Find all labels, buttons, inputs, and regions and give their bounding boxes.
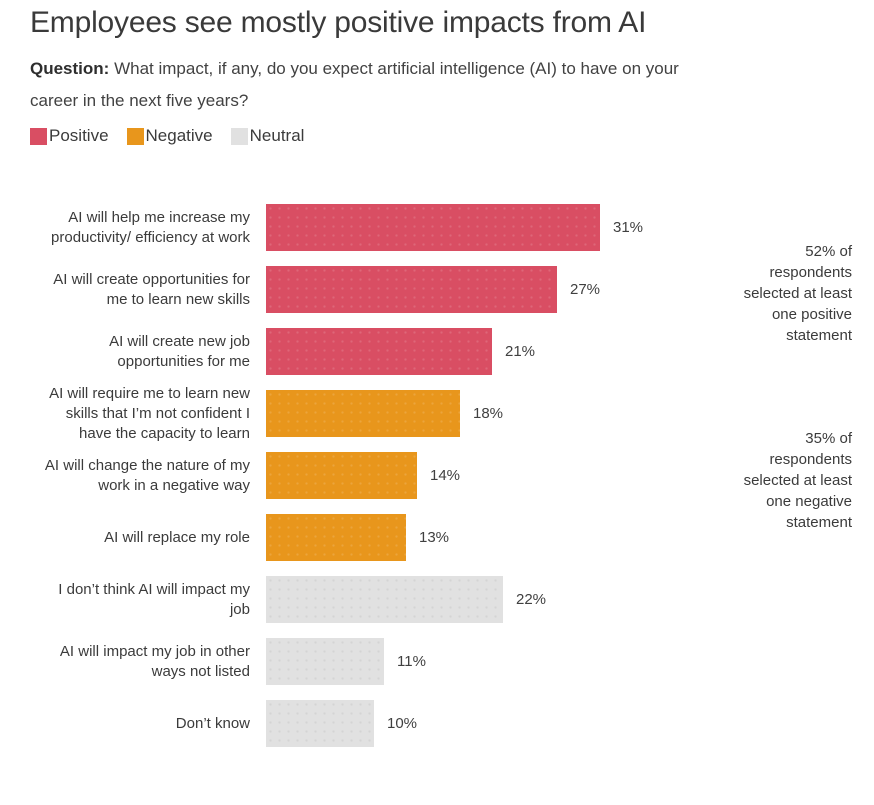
bar-negative: [266, 390, 460, 437]
bar-neutral: [266, 576, 503, 623]
bar-positive: [266, 204, 600, 251]
bar-negative: [266, 514, 406, 561]
bar-value-label: 31%: [613, 219, 644, 236]
bar-row: AI will require me to learn new skills t…: [0, 385, 874, 442]
legend-item-negative: Negative: [126, 126, 213, 146]
bar-value-label: 13%: [419, 529, 450, 546]
negative-swatch-icon: [126, 127, 144, 145]
neutral-swatch-icon: [230, 127, 248, 145]
legend-label: Negative: [145, 126, 213, 145]
bar-row: AI will replace my role 13%: [0, 514, 874, 561]
bar-value-label: 14%: [430, 467, 461, 484]
bar-value-label: 10%: [387, 715, 418, 732]
page-title: Employees see mostly positive impacts fr…: [30, 6, 647, 39]
bar-positive: [266, 328, 492, 375]
legend-item-neutral: Neutral: [230, 126, 305, 146]
legend-label: Neutral: [249, 126, 305, 145]
category-label: AI will create opportunities for me to l…: [53, 270, 250, 308]
annotation-negative: 35% of respondents selected at least one…: [743, 430, 852, 531]
bar-negative: [266, 452, 417, 499]
category-label: AI will create new job opportunities for…: [109, 332, 250, 370]
bar-value-label: 11%: [397, 653, 426, 670]
bar-row: AI will change the nature of my work in …: [0, 452, 874, 499]
question-body: What impact, if any, do you expect artif…: [30, 59, 679, 110]
bar-row: I don’t think AI will impact my job 22%: [0, 576, 874, 623]
question-label: Question:: [30, 59, 110, 78]
category-label: AI will replace my role: [104, 528, 250, 546]
bar-value-label: 22%: [516, 591, 547, 608]
bar-row: AI will create new job opportunities for…: [0, 328, 874, 375]
bar-row: AI will impact my job in other ways not …: [0, 638, 874, 685]
bar-neutral: [266, 700, 374, 747]
positive-swatch-icon: [30, 127, 47, 145]
legend-item-positive: Positive: [30, 126, 109, 146]
bar-value-label: 27%: [570, 281, 601, 298]
bar-row: Don’t know 10%: [0, 700, 874, 747]
bar-chart: AI will help me increase my productivity…: [0, 204, 874, 762]
category-label: I don’t think AI will impact my job: [58, 580, 250, 618]
category-label: AI will require me to learn new skills t…: [49, 384, 250, 442]
category-label: Don’t know: [175, 714, 250, 732]
category-label: AI will help me increase my productivity…: [51, 208, 250, 246]
category-label: AI will impact my job in other ways not …: [59, 642, 250, 680]
annotation-positive: 52% of respondents selected at least one…: [743, 243, 852, 344]
bar-row: AI will help me increase my productivity…: [0, 204, 874, 251]
bar-positive: [266, 266, 557, 313]
bar-value-label: 21%: [505, 343, 536, 360]
question-text: Question: What impact, if any, do you ex…: [30, 53, 850, 117]
legend: Positive Negative Neutral: [30, 126, 304, 146]
bar-neutral: [266, 638, 384, 685]
bar-value-label: 18%: [473, 405, 504, 422]
bar-row: AI will create opportunities for me to l…: [0, 266, 874, 313]
category-label: AI will change the nature of my work in …: [44, 456, 250, 494]
legend-label: Positive: [49, 126, 109, 145]
